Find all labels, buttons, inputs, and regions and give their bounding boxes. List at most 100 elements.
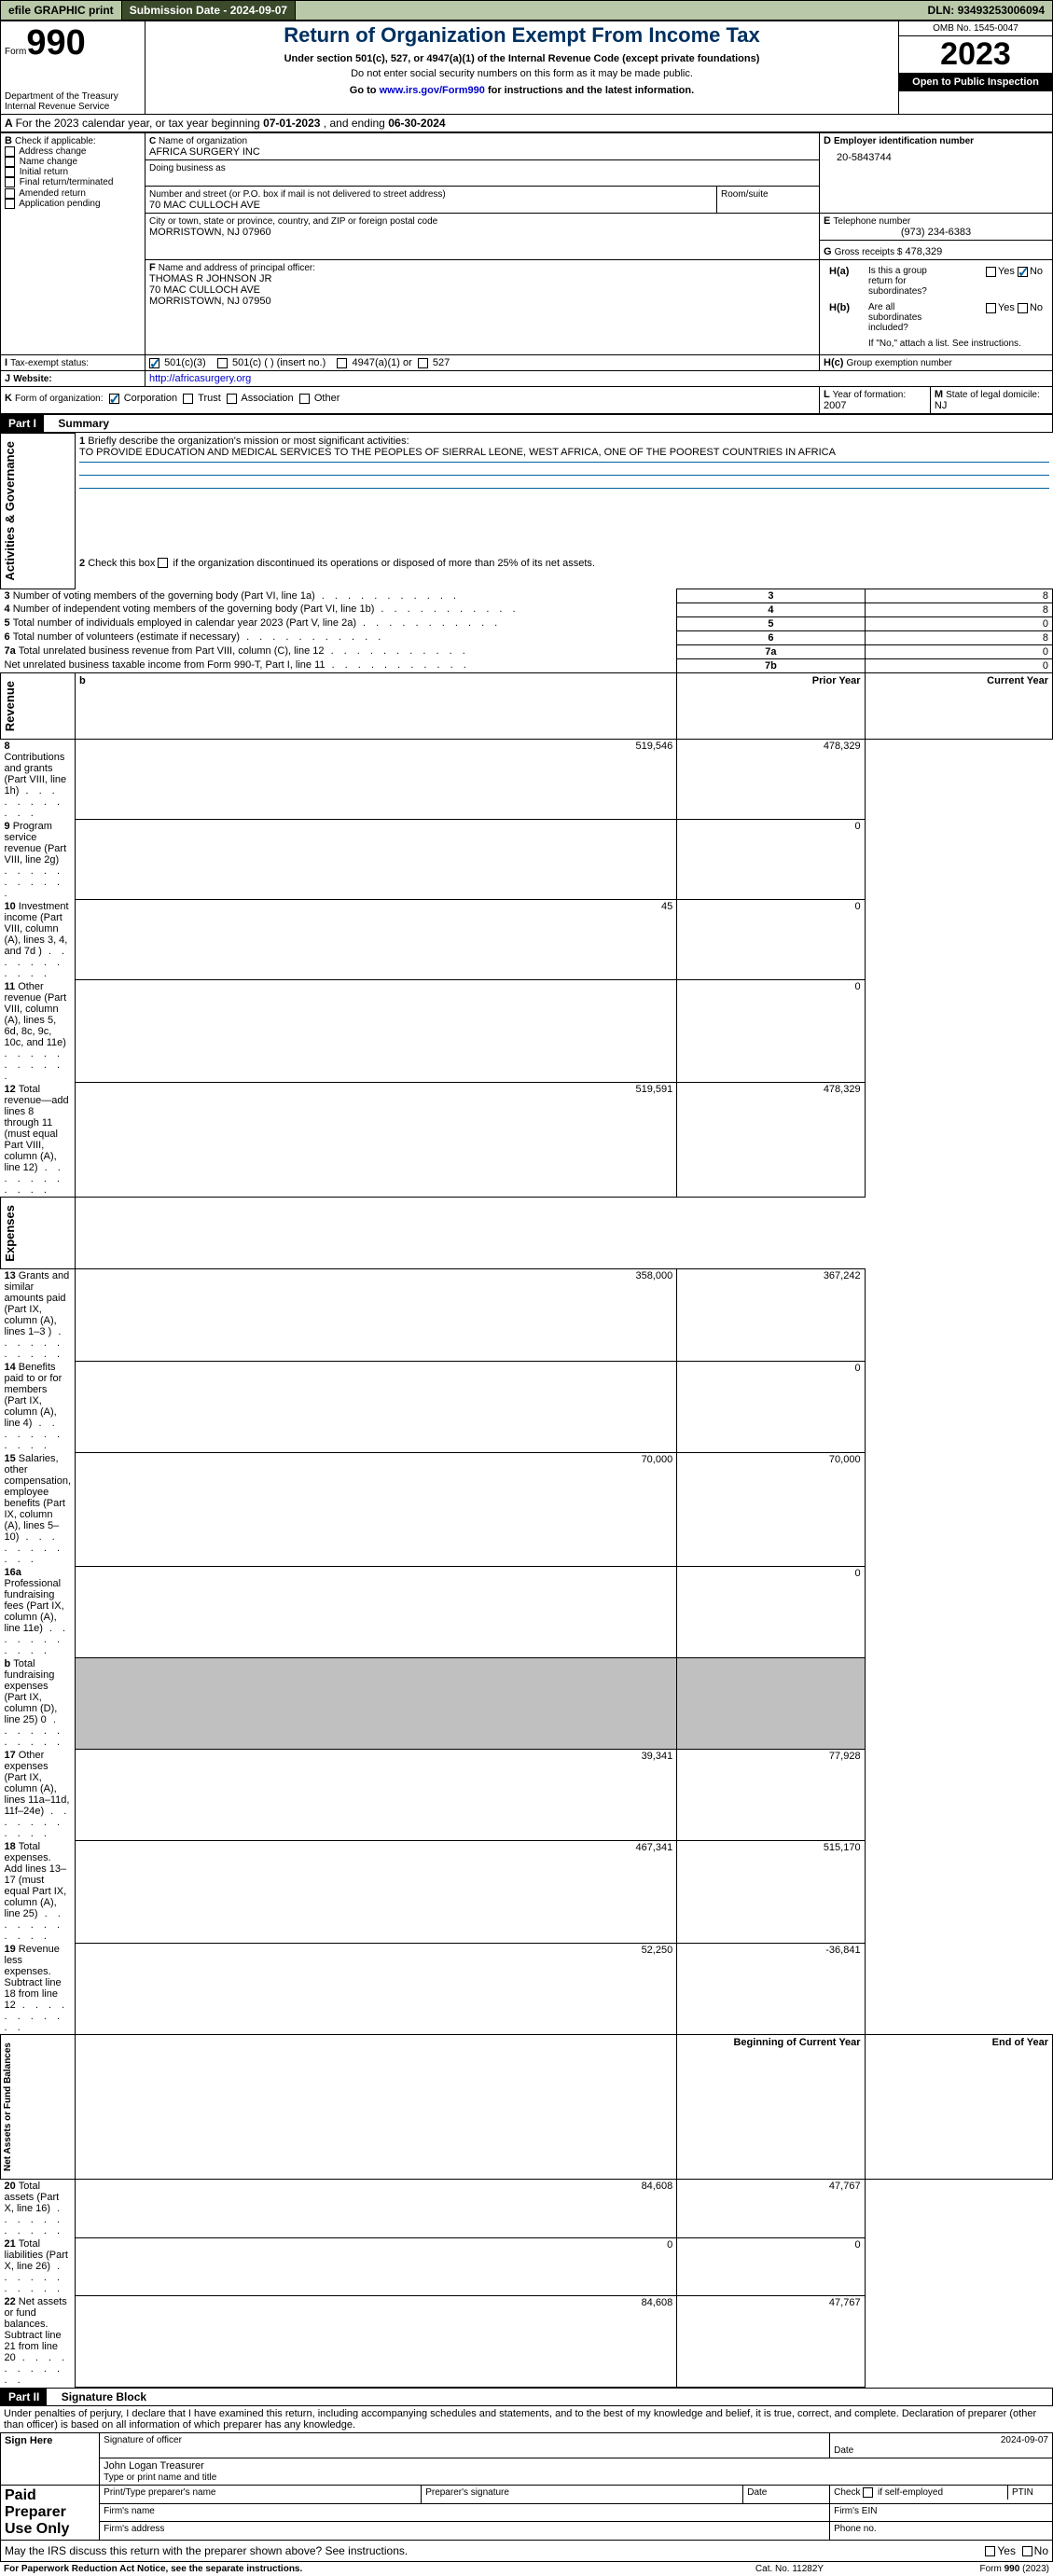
goto-link[interactable]: www.irs.gov/Form990 <box>380 85 485 96</box>
tax-year: 2023 <box>899 36 1052 73</box>
summary-line-text: Salaries, other compensation, employee b… <box>5 1453 72 1543</box>
street-label: Number and street (or P.O. box if mail i… <box>149 189 446 200</box>
prior-value: 52,250 <box>76 1943 677 2035</box>
b-option-checkbox[interactable] <box>5 146 15 157</box>
c-name-label: Name of organization <box>159 136 247 146</box>
prior-value <box>76 1566 677 1657</box>
year-formation: 2007 <box>824 400 846 411</box>
b-option-checkbox[interactable] <box>5 157 15 167</box>
prior-value: 0 <box>76 2237 677 2295</box>
k-label: Form of organization: <box>15 394 104 404</box>
summary-line-value: 0 <box>865 644 1052 658</box>
b-option-checkbox[interactable] <box>5 167 15 177</box>
dln-label: DLN: <box>928 4 955 17</box>
l2-text: Check this box if the organization disco… <box>88 558 595 569</box>
i-4947-checkbox[interactable] <box>337 358 347 368</box>
summary-line-value: 8 <box>865 630 1052 644</box>
form-number: 990 <box>26 23 85 62</box>
a-prefix: For the 2023 calendar year, or tax year … <box>16 117 264 130</box>
gross-receipts: 478,329 <box>906 246 943 257</box>
pra-notice: For Paperwork Reduction Act Notice, see … <box>0 2562 702 2576</box>
discuss-yes-checkbox[interactable] <box>985 2546 995 2556</box>
ha-yes-checkbox[interactable] <box>986 267 996 277</box>
street: 70 MAC CULLOCH AVE <box>149 200 260 211</box>
sig-officer-label: Signature of officer <box>104 2435 825 2445</box>
prior-value: 519,546 <box>76 739 677 820</box>
d-label: Employer identification number <box>834 136 974 146</box>
website-link[interactable]: http://africasurgery.org <box>149 373 251 384</box>
k-trust-checkbox[interactable] <box>183 394 193 404</box>
f-label: Name and address of principal officer: <box>159 263 315 273</box>
telephone: (973) 234-6383 <box>824 227 1048 238</box>
current-value: 478,329 <box>677 1083 865 1198</box>
self-employed-checkbox[interactable] <box>863 2487 873 2498</box>
summary-line-text: Program service revenue (Part VIII, line… <box>5 821 67 866</box>
b-option-checkbox[interactable] <box>5 188 15 199</box>
b-option-checkbox[interactable] <box>5 177 15 187</box>
summary-line-key: 5 <box>677 616 865 630</box>
k-corp-checkbox[interactable] <box>109 394 119 404</box>
discuss-no-checkbox[interactable] <box>1022 2546 1032 2556</box>
hb-no-checkbox[interactable] <box>1018 303 1028 313</box>
current-value: 77,928 <box>677 1749 865 1840</box>
submission-date-label: Submission Date - <box>130 4 228 17</box>
col-begin: Beginning of Current Year <box>677 2035 865 2180</box>
prior-value: 70,000 <box>76 1452 677 1566</box>
officer-name: THOMAS R JOHNSON JR <box>149 273 271 284</box>
prep-name-label: Print/Type preparer's name <box>100 2485 422 2503</box>
current-value: 47,767 <box>677 2295 865 2387</box>
submission-date: 2024-09-07 <box>230 4 287 17</box>
dept-treasury: Department of the Treasury <box>5 91 141 102</box>
prior-value: 358,000 <box>76 1269 677 1362</box>
form-label: Form <box>5 47 26 57</box>
summary-line-value: 0 <box>865 658 1052 672</box>
a-end: 06-30-2024 <box>388 117 445 130</box>
summary-line-text: Number of independent voting members of … <box>13 603 375 615</box>
ha-no-checkbox[interactable] <box>1018 267 1028 277</box>
a-begin: 07-01-2023 <box>263 117 320 130</box>
current-value: 47,767 <box>677 2180 865 2238</box>
current-value: 0 <box>677 1361 865 1452</box>
current-value: 70,000 <box>677 1452 865 1566</box>
k-other-checkbox[interactable] <box>299 394 310 404</box>
omb-label: OMB No. <box>933 23 971 34</box>
prior-value: 45 <box>76 900 677 980</box>
summary-line-value: 8 <box>865 589 1052 602</box>
part1-header: Part I Summary <box>0 414 1053 433</box>
summary-line-text: Number of voting members of the governin… <box>13 590 315 602</box>
summary-line-key: 7a <box>677 644 865 658</box>
l2-checkbox[interactable] <box>158 558 168 568</box>
b-option-checkbox[interactable] <box>5 199 15 209</box>
k-assoc-checkbox[interactable] <box>227 394 237 404</box>
current-value: -36,841 <box>677 1943 865 2035</box>
i-527-checkbox[interactable] <box>418 358 428 368</box>
goto-suffix: for instructions and the latest informat… <box>488 85 694 96</box>
vlabel-rev: Revenue <box>1 673 19 739</box>
l1-label: Briefly describe the organization's miss… <box>88 436 409 447</box>
vlabel-net: Net Assets or Fund Balances <box>1 2035 15 2179</box>
i-501c3-checkbox[interactable] <box>149 358 159 368</box>
e-label: Telephone number <box>833 216 910 227</box>
g-label: Gross receipts $ <box>835 247 903 257</box>
vlabel-gov: Activities & Governance <box>1 434 19 589</box>
i-501c-checkbox[interactable] <box>217 358 228 368</box>
ssn-note: Do not enter social security numbers on … <box>149 68 894 79</box>
sign-here-label: Sign Here <box>1 2432 100 2485</box>
discuss-row: May the IRS discuss this return with the… <box>0 2541 1053 2562</box>
vlabel-exp: Expenses <box>1 1198 19 1269</box>
prior-value: 84,608 <box>76 2295 677 2387</box>
current-value: 0 <box>677 900 865 980</box>
ein: 20-5843744 <box>837 152 1048 163</box>
page-footer: For Paperwork Reduction Act Notice, see … <box>0 2562 1053 2576</box>
omb-number: 1545-0047 <box>974 23 1018 34</box>
summary-line-key: 4 <box>677 602 865 616</box>
efile-label[interactable]: efile GRAPHIC print <box>1 1 122 20</box>
part1-table: Activities & Governance 1 Briefly descri… <box>0 433 1053 2388</box>
summary-line-text: Net unrelated business taxable income fr… <box>5 659 326 671</box>
part2-header: Part II Signature Block <box>0 2388 1053 2406</box>
current-value: 515,170 <box>677 1840 865 1943</box>
identity-block: B Check if applicable: Address change Na… <box>0 132 1053 414</box>
summary-line-text: Total number of individuals employed in … <box>13 617 356 629</box>
hb-yes-checkbox[interactable] <box>986 303 996 313</box>
prep-sig-label: Preparer's signature <box>422 2485 743 2503</box>
